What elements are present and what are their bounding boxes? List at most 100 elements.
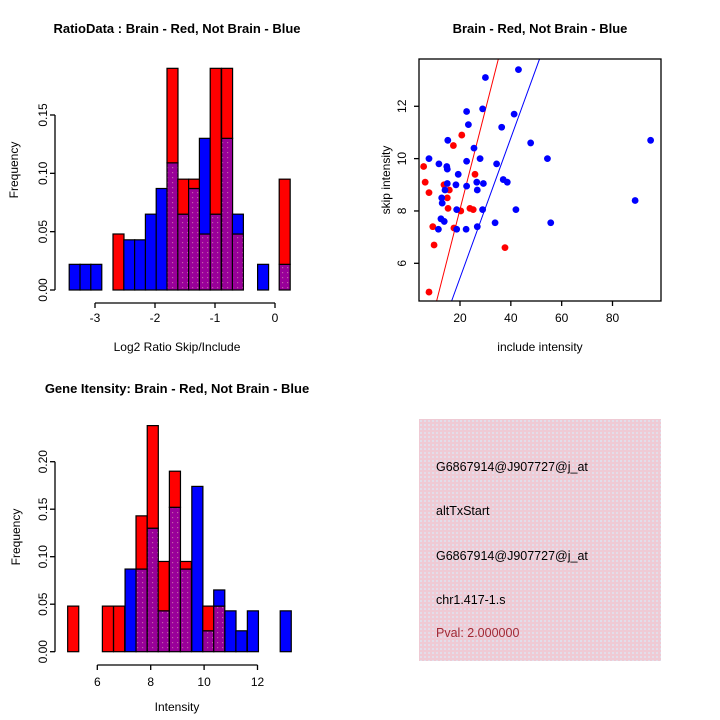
hist-bar-segment-purple <box>146 527 159 653</box>
intensity-scatter-title: Brain - Red, Not Brain - Blue <box>452 21 628 36</box>
scatter-point-blue <box>452 181 460 189</box>
hist-bar-segment-blue <box>257 263 270 291</box>
scatter-point-blue <box>470 144 478 152</box>
pval-line: Pval: 2.000000 <box>436 626 520 640</box>
gene-histogram-x-axis-label: Intensity <box>154 700 200 714</box>
scatter-point-blue <box>493 160 501 168</box>
hist-bar-segment-red <box>112 605 126 653</box>
x-tick-label: 60 <box>555 311 569 325</box>
hist-bar-segment-blue <box>198 137 211 235</box>
scatter-point-blue <box>476 155 484 163</box>
panel-ratio-histogram: 0.00 0.05 0.10 0.15 -3 -2 -1 0 RatioData : Brai… <box>0 0 360 360</box>
splice-type-line: altTxStart <box>436 504 490 518</box>
scatter-point-blue <box>473 178 481 186</box>
scatter-point-blue <box>462 225 470 233</box>
hist-bar-segment-blue <box>246 610 260 653</box>
scatter-point-blue <box>498 123 506 131</box>
hist-bar-segment-red <box>278 178 291 265</box>
panel-intensity-scatter: 20 40 60 80 6 8 10 12 Brain - Red, Not Brain - … <box>360 0 720 360</box>
y-tick-label: 0.05 <box>36 592 50 616</box>
ratio-histogram-x-axis-label: Log2 Ratio Skip/Include <box>113 340 241 354</box>
hist-bar-segment-purple <box>209 213 222 291</box>
hist-bar-segment-purple <box>168 506 182 653</box>
scatter-point-red <box>471 170 479 178</box>
scatter-point-blue <box>440 218 448 225</box>
ratio-histogram-plot: 0.00 0.05 0.10 0.15 -3 -2 -1 0 <box>36 67 291 325</box>
scatter-point-blue <box>491 219 499 227</box>
hist-bar-segment-blue <box>213 589 226 607</box>
probe-id-line: G6867914@J907727@j_at <box>436 460 588 474</box>
hist-bar-segment-blue <box>144 213 157 291</box>
scatter-point-blue <box>443 165 451 173</box>
x-tick-label: -2 <box>150 311 161 325</box>
x-tick-label: -3 <box>90 311 101 325</box>
y-tick-label: 0.00 <box>36 278 50 302</box>
hist-bar-segment-blue <box>279 610 292 653</box>
y-tick-label: 0.15 <box>36 497 50 521</box>
scatter-point-blue <box>453 206 461 214</box>
hist-bar-segment-purple <box>213 605 226 653</box>
hist-bar-segment-red <box>209 67 222 215</box>
y-tick-label: 0.00 <box>36 640 50 664</box>
hist-bar-segment-blue <box>123 239 136 291</box>
hist-bar-segment-red <box>221 67 234 139</box>
hist-bar-segment-blue <box>134 239 147 291</box>
scatter-point-blue <box>479 105 487 113</box>
x-tick-label: 12 <box>251 675 265 689</box>
hist-bar-segment-red <box>179 560 193 570</box>
ratio-histogram-title: RatioData : Brain - Red, Not Brain - Blu… <box>53 21 301 36</box>
gene-histogram-plot: 0.00 0.05 0.10 0.15 0.20 6 8 10 12 <box>36 424 292 689</box>
hist-bar-segment-blue <box>90 263 103 291</box>
hist-bar-segment-purple <box>166 162 179 291</box>
scatter-point-red <box>443 194 451 202</box>
hist-bar-segment-red <box>157 560 170 612</box>
hist-bar-segment-purple <box>177 213 190 291</box>
y-tick-label: 0.20 <box>36 450 50 474</box>
probe-info-box: G6867914@J907727@j_at altTxStart G686791… <box>419 419 661 661</box>
probe-id-line-2: G6867914@J907727@j_at <box>436 549 588 563</box>
scatter-point-red <box>430 241 438 249</box>
fit-line-red <box>436 59 499 301</box>
hist-bar-segment-purple <box>188 187 201 291</box>
hist-bar-segment-red <box>177 178 190 215</box>
intensity-scatter-y-axis-label: skip intensity <box>379 145 393 215</box>
y-tick-label: 0.05 <box>36 220 50 244</box>
hist-bar-segment-blue <box>124 568 137 653</box>
hist-bar-segment-purple <box>231 233 244 291</box>
scatter-point-blue <box>425 155 433 163</box>
y-tick-label: 0.10 <box>36 545 50 569</box>
scatter-point-blue <box>479 180 487 187</box>
hist-bar-segment-red <box>112 233 125 291</box>
y-tick-label: 0.15 <box>36 103 50 127</box>
panel-gene-histogram: 0.00 0.05 0.10 0.15 0.20 6 8 10 12 Gene Itensity… <box>0 360 360 720</box>
hist-bar-segment-red <box>67 605 80 653</box>
hist-bar-segment-blue <box>191 485 204 653</box>
hist-bar-segment-blue <box>224 610 237 653</box>
scatter-point-blue <box>443 180 451 187</box>
chromosome-line: chr1.417-1.s <box>436 593 506 607</box>
ratio-histogram-y-axis-label: Frequency <box>7 141 21 199</box>
x-tick-label: 20 <box>453 311 467 325</box>
x-tick-label: -1 <box>210 311 221 325</box>
scatter-point-blue <box>512 206 520 214</box>
scatter-point-blue <box>473 186 481 194</box>
hist-bar-segment-red <box>168 470 182 508</box>
scatter-point-red <box>469 206 477 214</box>
scatter-point-blue <box>435 160 443 168</box>
hist-bar-segment-purple <box>157 610 170 653</box>
scatter-point-blue <box>454 170 462 178</box>
hist-bar-segment-blue <box>79 263 92 291</box>
hist-bar-segment-purple <box>135 568 148 653</box>
scatter-point-blue <box>482 74 489 81</box>
scatter-point-red <box>425 189 433 197</box>
hist-bar-segment-red <box>135 515 148 570</box>
scatter-point-blue <box>453 225 461 233</box>
gene-histogram-y-axis-label: Frequency <box>9 508 23 566</box>
y-tick-label: 0.10 <box>36 161 50 185</box>
scatter-point-blue <box>510 110 518 118</box>
intensity-scatter-plot: 20 40 60 80 6 8 10 12 <box>395 58 662 325</box>
hist-bar-segment-red <box>146 424 159 529</box>
x-tick-label: 40 <box>504 311 518 325</box>
x-tick-label: 0 <box>272 311 279 325</box>
